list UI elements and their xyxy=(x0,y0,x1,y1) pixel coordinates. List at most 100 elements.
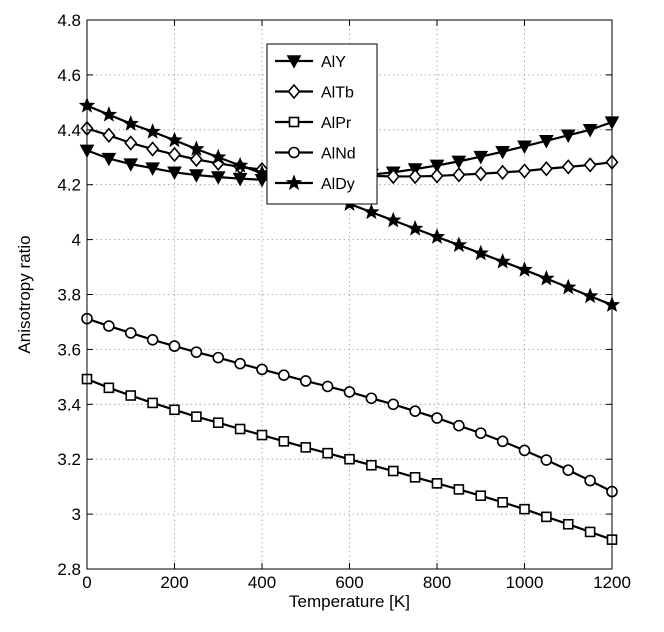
data-point-altb xyxy=(474,165,488,182)
y-tick-label: 3.2 xyxy=(57,450,81,469)
data-point-aly xyxy=(451,155,467,170)
legend-marker-aldy xyxy=(285,174,303,190)
legend-label-alpr: AlPr xyxy=(321,115,352,132)
legend-marker-aly xyxy=(286,55,302,69)
x-tick-label: 1000 xyxy=(506,573,544,592)
data-point-alnd xyxy=(278,369,290,382)
data-point-alnd xyxy=(496,435,509,448)
data-point-aly xyxy=(539,134,554,149)
data-point-aly xyxy=(473,150,489,165)
data-point-altb xyxy=(539,161,553,177)
y-tick-label: 4.6 xyxy=(57,66,81,85)
data-point-alnd xyxy=(518,444,531,457)
data-point-alpr xyxy=(125,390,137,401)
data-point-alnd xyxy=(343,386,356,398)
legend-item-altb: AlTb xyxy=(275,83,354,102)
data-point-aldy xyxy=(144,123,161,139)
data-point-aldy xyxy=(581,287,599,304)
data-point-alnd xyxy=(365,392,378,405)
data-point-altb xyxy=(102,127,116,144)
data-point-alnd xyxy=(190,346,203,358)
legend-marker-alnd xyxy=(288,146,300,159)
data-point-alpr xyxy=(147,397,158,409)
data-point-alpr xyxy=(453,484,465,495)
data-point-aldy xyxy=(100,106,118,122)
data-point-alpr xyxy=(234,423,246,435)
data-point-alnd xyxy=(431,412,443,424)
legend-marker-altb xyxy=(287,83,301,100)
data-point-alpr xyxy=(169,404,180,416)
legend-box xyxy=(266,43,378,205)
data-point-alpr xyxy=(584,526,596,538)
y-tick-label: 3.6 xyxy=(57,340,81,359)
data-point-alpr xyxy=(278,436,290,447)
data-point-alpr xyxy=(387,465,399,477)
legend-label-aldy: AlDy xyxy=(321,176,355,193)
data-point-alpr xyxy=(475,490,487,502)
data-point-altb xyxy=(452,167,466,183)
data-point-aly xyxy=(495,145,510,160)
y-tick-label: 4.2 xyxy=(57,176,81,195)
data-point-alnd xyxy=(299,375,312,387)
x-tick-label: 1200 xyxy=(593,573,631,592)
data-point-aldy xyxy=(450,236,468,253)
legend-marker-alpr xyxy=(288,116,300,128)
data-point-alnd xyxy=(234,357,246,370)
data-point-altb xyxy=(167,146,182,163)
data-point-aly xyxy=(582,124,598,138)
data-point-alpr xyxy=(497,496,508,508)
x-tick-label: 800 xyxy=(423,573,451,592)
data-point-aldy xyxy=(428,228,446,244)
data-point-alpr xyxy=(541,511,552,523)
data-point-aldy xyxy=(494,252,511,269)
data-point-aly xyxy=(167,166,182,181)
data-point-alpr xyxy=(409,472,421,483)
x-axis-label: Temperature [K] xyxy=(289,592,410,611)
data-point-aldy xyxy=(516,261,533,277)
data-point-aldy xyxy=(385,211,402,228)
data-point-aly xyxy=(189,169,204,183)
data-point-alpr xyxy=(300,442,312,453)
data-point-altb xyxy=(124,135,138,151)
data-point-aldy xyxy=(188,140,205,156)
data-point-altb xyxy=(561,159,575,175)
y-axis-label: Anisotropy ratio xyxy=(15,235,34,353)
data-point-aly xyxy=(429,159,445,174)
legend-label-alnd: AlNd xyxy=(321,146,356,163)
data-point-altb xyxy=(496,164,510,181)
data-point-altb xyxy=(517,163,532,179)
x-tick-label: 400 xyxy=(248,573,276,592)
data-point-altb xyxy=(146,141,160,157)
data-point-alnd xyxy=(409,405,421,417)
data-point-alpr xyxy=(191,411,202,422)
data-point-altb xyxy=(189,151,203,168)
data-point-aly xyxy=(145,162,160,176)
y-tick-label: 4.4 xyxy=(57,121,81,140)
ticks: 0 200 400 600 800 1000 1200 2.8 3 3.2 3.4 3.6 3.8 4 4.… xyxy=(57,11,631,592)
data-point-alnd xyxy=(387,398,400,411)
data-point-alnd xyxy=(474,427,487,439)
data-point-alnd xyxy=(212,351,225,364)
data-point-altb xyxy=(583,157,597,173)
data-point-alnd xyxy=(540,454,553,466)
data-point-altb xyxy=(430,168,444,184)
legend: AlY AlTb AlPr AlNd AlDy xyxy=(266,43,378,205)
data-point-aly xyxy=(560,129,576,143)
y-tick-label: 3.4 xyxy=(57,395,81,414)
data-point-alnd xyxy=(453,419,465,432)
data-point-alnd xyxy=(321,380,334,393)
y-tick-label: 4.8 xyxy=(57,11,81,30)
x-tick-label: 600 xyxy=(335,573,363,592)
data-point-aldy xyxy=(231,156,249,173)
y-tick-label: 3.8 xyxy=(57,286,81,305)
data-point-alpr xyxy=(103,382,115,394)
data-point-altb xyxy=(386,168,400,185)
data-point-aly xyxy=(517,140,532,154)
legend-label-aly: AlY xyxy=(321,54,346,71)
data-point-alnd xyxy=(146,333,159,346)
data-point-aldy xyxy=(560,278,577,295)
data-point-aldy xyxy=(210,148,227,165)
data-point-alpr xyxy=(431,478,443,489)
data-point-aldy xyxy=(166,131,183,148)
